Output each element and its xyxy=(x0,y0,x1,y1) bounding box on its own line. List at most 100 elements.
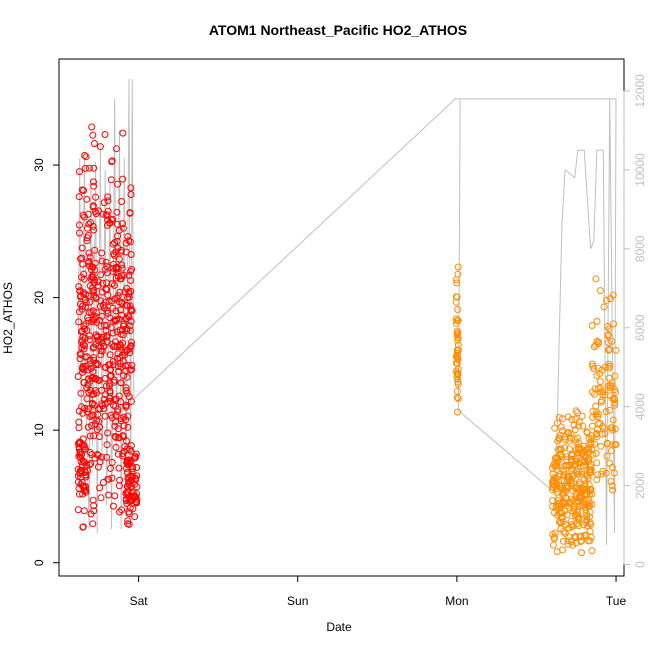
x-axis-label: Date xyxy=(326,620,352,634)
data-point xyxy=(80,270,88,278)
data-point xyxy=(599,423,607,430)
data-point xyxy=(113,343,121,351)
data-point xyxy=(579,501,587,509)
y2-tick-label: 10000 xyxy=(633,153,647,187)
data-point xyxy=(454,306,462,313)
data-point xyxy=(125,271,133,279)
data-point xyxy=(454,370,462,378)
data-point xyxy=(102,326,110,334)
data-point xyxy=(77,389,85,397)
data-point xyxy=(104,221,111,229)
data-point xyxy=(85,388,93,396)
data-point xyxy=(596,384,604,392)
data-point xyxy=(79,260,87,268)
data-point xyxy=(117,363,125,371)
data-point xyxy=(108,474,116,482)
data-point xyxy=(81,484,89,492)
data-point xyxy=(91,454,99,462)
data-point xyxy=(582,509,590,517)
data-point xyxy=(91,420,99,428)
data-point xyxy=(101,131,109,138)
data-point xyxy=(592,275,600,283)
data-point xyxy=(119,450,127,457)
y2-tick-label: 6000 xyxy=(633,314,647,341)
data-point xyxy=(557,452,565,459)
data-point xyxy=(101,298,109,306)
data-point xyxy=(81,334,89,342)
data-point xyxy=(98,333,106,341)
data-point xyxy=(123,437,130,445)
data-point xyxy=(578,412,586,420)
data-point xyxy=(126,345,134,353)
data-point xyxy=(122,387,130,395)
data-point xyxy=(82,153,90,161)
data-point xyxy=(593,459,601,467)
data-point xyxy=(105,491,113,499)
data-point xyxy=(608,482,616,490)
data-point xyxy=(569,487,577,495)
data-point xyxy=(76,168,83,176)
data-point xyxy=(566,434,574,442)
data-point xyxy=(110,401,117,409)
data-point xyxy=(586,502,594,510)
data-point xyxy=(100,342,108,350)
data-point xyxy=(126,327,134,335)
data-point xyxy=(571,426,579,434)
data-point xyxy=(117,415,125,422)
data-point xyxy=(607,424,615,432)
data-point xyxy=(128,338,135,346)
plot-frame xyxy=(58,58,625,577)
data-point xyxy=(565,461,573,469)
data-point xyxy=(96,343,104,351)
data-point xyxy=(584,474,592,482)
data-point xyxy=(85,220,93,228)
data-point xyxy=(119,175,127,183)
data-point xyxy=(80,379,88,387)
data-point xyxy=(572,407,580,415)
data-point xyxy=(95,433,103,441)
data-point xyxy=(594,364,602,372)
data-point xyxy=(91,140,98,147)
data-point xyxy=(453,387,461,395)
data-point xyxy=(115,392,123,400)
data-point xyxy=(126,349,134,357)
data-point xyxy=(452,353,460,361)
y2-axis: 0 2000 4000 6000 8000 10000 12000 xyxy=(623,74,647,568)
data-point xyxy=(92,387,100,395)
data-point xyxy=(123,373,131,381)
data-point xyxy=(588,322,596,329)
data-point xyxy=(125,237,133,245)
data-point xyxy=(603,440,611,448)
data-point xyxy=(117,306,125,314)
altitude-line xyxy=(77,79,617,545)
data-point xyxy=(107,176,115,184)
data-point xyxy=(566,462,574,470)
data-point xyxy=(94,361,102,369)
data-point xyxy=(124,302,131,310)
data-point xyxy=(112,145,120,153)
y2-tick-label: 8000 xyxy=(633,235,647,262)
x-tick-label: Mon xyxy=(445,594,468,608)
data-point xyxy=(83,384,91,392)
data-point xyxy=(608,464,616,471)
data-point xyxy=(89,368,97,376)
data-point xyxy=(104,309,112,317)
data-point xyxy=(124,361,132,369)
data-point xyxy=(133,464,141,471)
data-point xyxy=(578,537,586,545)
data-point xyxy=(118,311,125,319)
data-point xyxy=(570,504,578,512)
data-point xyxy=(452,276,460,284)
data-point xyxy=(575,449,583,457)
data-point xyxy=(608,337,616,345)
data-point xyxy=(80,275,88,283)
data-point xyxy=(84,405,92,413)
data-point xyxy=(94,282,102,290)
data-point xyxy=(576,533,584,540)
data-point xyxy=(106,361,114,369)
data-point xyxy=(88,399,96,407)
data-point xyxy=(128,366,136,374)
data-point xyxy=(572,415,579,423)
data-point xyxy=(122,489,130,497)
